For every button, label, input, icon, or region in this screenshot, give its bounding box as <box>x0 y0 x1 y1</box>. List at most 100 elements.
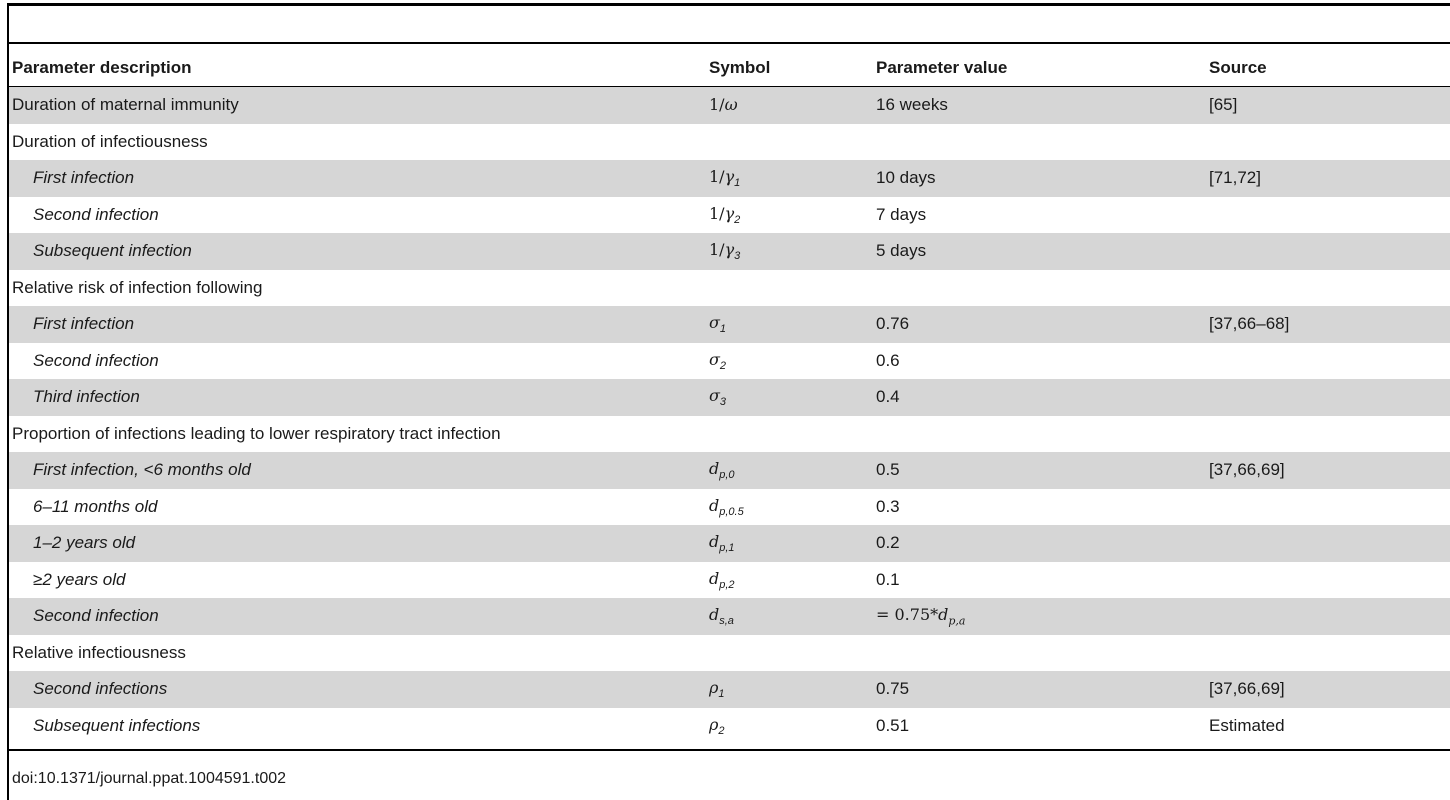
parameter-description-cell: First infection <box>9 160 706 197</box>
symbol-base: σ <box>709 349 720 369</box>
source-cell <box>1206 562 1450 599</box>
parameter-value-cell <box>873 270 1206 307</box>
parameter-value: 10 days <box>876 168 936 188</box>
symbol-subscript: 3 <box>734 250 741 263</box>
parameter-description-cell: Subsequent infections <box>33 715 201 735</box>
header-parameter-description: Parameter description <box>9 50 706 87</box>
parameter-value-cell: 0.6 <box>873 343 1206 380</box>
symbol-prefix: 1/ <box>709 240 725 260</box>
parameter-description-cell: Second infections <box>9 671 706 708</box>
parameter-value: 0.1 <box>876 569 900 589</box>
symbol-cell <box>706 635 873 672</box>
header-symbol: Symbol <box>706 50 873 87</box>
table-frame-left-border <box>7 4 9 800</box>
symbol-cell: dp,1 <box>706 525 873 562</box>
table-row: Duration of maternal immunity 1/ω 16 weeks… <box>9 86 1450 124</box>
symbol-cell: 1/γ1 <box>706 160 873 197</box>
parameter-description-cell: First infection <box>9 306 706 343</box>
parameter-description-cell: ≥2 years old <box>33 569 126 589</box>
doi-caption: doi:10.1371/journal.ppat.1004591.t002 <box>12 770 287 787</box>
parameter-value-cell <box>873 635 1206 672</box>
source-cell: [37,66,69] <box>1206 452 1450 489</box>
header-parameter-value: Parameter value <box>873 50 1206 87</box>
parameter-value-cell: 0.5 <box>873 452 1206 489</box>
parameter-value-cell: 0.51 <box>873 708 1206 745</box>
parameter-value: 0.51 <box>876 715 910 735</box>
symbol-subscript: p,0 <box>719 469 735 482</box>
parameter-value-cell: = 0.75*dp,a <box>873 598 1206 635</box>
symbol-expression: dp,2 <box>709 569 735 591</box>
symbol-subscript: p,0.5 <box>719 505 744 518</box>
parameter-description-cell: Second infection <box>33 350 159 370</box>
table-row: Second infection 1/γ2 7 days <box>9 197 1450 234</box>
parameter-value-cell: 5 days <box>873 233 1206 270</box>
symbol-cell <box>706 124 873 161</box>
table-row: Second infection σ2 0.6 <box>9 343 1450 380</box>
symbol-prefix: 1/ <box>709 167 725 187</box>
parameter-value-cell: 7 days <box>873 197 1206 234</box>
parameter-value: 7 days <box>876 204 927 224</box>
symbol-expression: σ2 <box>709 349 727 372</box>
table-row: 1–2 years old dp,1 0.2 <box>9 525 1450 562</box>
source-cell: Estimated <box>1209 715 1285 735</box>
symbol-subscript: p,2 <box>719 578 735 591</box>
table-row: Second infection ds,a = 0.75*dp,a <box>9 598 1450 635</box>
header-source: Source <box>1206 50 1450 87</box>
source-cell <box>1206 197 1450 234</box>
symbol-cell: σ3 <box>706 379 873 416</box>
parameter-value: 16 weeks <box>876 95 948 115</box>
symbol-expression: ρ2 <box>709 715 725 737</box>
symbol-expression: σ1 <box>709 313 726 335</box>
parameter-description-cell: Duration of infectiousness <box>12 131 208 151</box>
symbol-expression: 1/γ3 <box>709 240 741 263</box>
parameter-value: 0.5 <box>876 460 900 480</box>
source-cell <box>1206 343 1450 380</box>
parameter-value-cell: 0.76 <box>873 306 1206 343</box>
source-cell <box>1206 124 1450 161</box>
source-cell: [37,66,69] <box>1206 671 1450 708</box>
symbol-cell: 1/ω <box>706 86 873 124</box>
symbol-subscript: 1 <box>734 177 741 190</box>
symbol-expression: dp,0 <box>709 459 735 482</box>
table-row: Second infections ρ1 0.75 [37,66,69] <box>9 671 1450 708</box>
symbol-cell: dp,0 <box>706 452 873 489</box>
parameter-description-cell: Second infection <box>33 204 159 224</box>
parameter-description-cell: Relative infectiousness <box>12 642 186 662</box>
parameter-value-cell: 0.1 <box>873 562 1206 599</box>
table-row: First infection σ1 0.76 [37,66–68] <box>9 306 1450 343</box>
symbol-cell: σ2 <box>706 343 873 380</box>
symbol-cell: ρ1 <box>706 671 873 708</box>
parameter-value-variable: d <box>938 605 949 625</box>
table-row: Proportion of infections leading to lowe… <box>9 416 1450 453</box>
symbol-cell <box>706 416 873 453</box>
symbol-expression: dp,0.5 <box>709 496 744 518</box>
symbol-base: σ <box>709 313 720 333</box>
parameter-value-cell: 0.4 <box>873 379 1206 416</box>
table-row: First infection 1/γ1 10 days [71,72] <box>9 160 1450 197</box>
symbol-base: σ <box>709 386 720 406</box>
symbol-cell: 1/γ2 <box>706 197 873 234</box>
parameter-description-cell: Relative risk of infection following <box>12 277 263 297</box>
table-row: Third infection σ3 0.4 <box>9 379 1450 416</box>
table-top-rule <box>7 3 1450 6</box>
source-cell <box>1206 489 1450 526</box>
symbol-cell: ρ2 <box>706 708 873 745</box>
source-cell <box>1206 635 1450 672</box>
parameter-description-cell: 1–2 years old <box>9 525 706 562</box>
symbol-subscript: 2 <box>734 213 741 226</box>
source-cell <box>1206 598 1450 635</box>
symbol-base: d <box>709 605 720 625</box>
symbol-cell: dp,2 <box>706 562 873 599</box>
symbol-subscript: p,1 <box>719 542 735 555</box>
symbol-subscript: 2 <box>719 359 727 372</box>
parameter-value-cell: 16 weeks <box>873 86 1206 124</box>
table-row: Subsequent infection 1/γ3 5 days <box>9 233 1450 270</box>
table-row: Subsequent infections ρ2 0.51 Estimated <box>9 708 1450 745</box>
parameter-description-cell: Second infection <box>9 598 706 635</box>
symbol-prefix: 1/ <box>709 203 725 223</box>
parameter-description-cell: First infection, <6 months old <box>9 452 706 489</box>
source-cell <box>1206 233 1450 270</box>
symbol-base: γ <box>724 167 735 187</box>
symbol-cell <box>706 270 873 307</box>
symbol-subscript: 2 <box>718 724 725 737</box>
